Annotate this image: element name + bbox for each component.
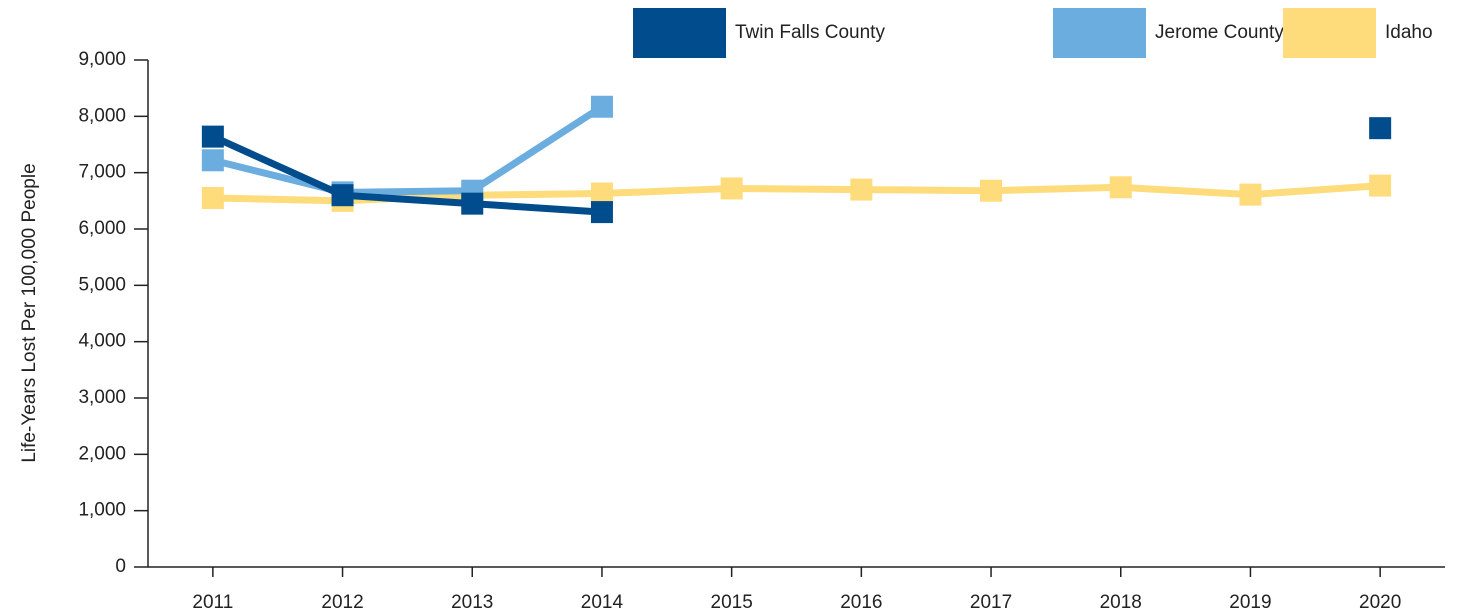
point-marker	[720, 177, 743, 200]
x-tick-label: 2015	[711, 592, 753, 613]
y-tick-label: 4,000	[78, 331, 126, 352]
series-line	[213, 128, 1380, 212]
point-marker	[461, 192, 484, 215]
x-tick-label: 2013	[451, 592, 493, 613]
y-tick-label: 3,000	[78, 387, 126, 408]
y-axis-label: Life-Years Lost Per 100,000 People	[19, 163, 40, 462]
legend-label: Idaho	[1385, 22, 1433, 43]
series-line	[212, 103, 604, 196]
legend-label: Twin Falls County	[735, 22, 885, 43]
y-tick-label: 6,000	[78, 218, 126, 239]
point-marker	[1369, 174, 1392, 197]
x-tick-label: 2014	[581, 592, 624, 613]
point-marker	[590, 201, 613, 224]
x-tick-label: 2012	[321, 592, 363, 613]
point-marker	[590, 182, 613, 205]
y-tick-label: 1,000	[78, 500, 126, 521]
y-tick-label: 0	[115, 556, 126, 577]
legend-swatch	[1283, 8, 1376, 58]
x-tick-label: 2019	[1229, 592, 1271, 613]
x-tick-label: 2016	[840, 592, 882, 613]
point-marker	[980, 179, 1003, 202]
x-tick-label: 2017	[970, 592, 1012, 613]
y-tick-label: 2,000	[78, 443, 126, 464]
point-marker	[1239, 183, 1262, 206]
x-tick-label: 2011	[192, 592, 233, 613]
point-marker	[850, 178, 873, 201]
point-marker	[1369, 117, 1392, 140]
point-marker	[1109, 176, 1132, 199]
point-marker	[201, 125, 224, 148]
y-tick-label: 7,000	[78, 162, 126, 183]
point-marker	[201, 187, 224, 210]
legend-label: Jerome County	[1155, 22, 1284, 43]
point-marker	[201, 149, 224, 172]
x-tick-label: 2020	[1359, 592, 1401, 613]
legend-swatch	[633, 8, 726, 58]
x-tick-label: 2018	[1100, 592, 1142, 613]
point-marker	[590, 95, 613, 118]
legend-swatch	[1053, 8, 1146, 58]
y-tick-label: 9,000	[78, 49, 126, 70]
y-tick-label: 8,000	[78, 105, 126, 126]
point-marker	[331, 184, 354, 207]
y-tick-label: 5,000	[78, 274, 126, 295]
